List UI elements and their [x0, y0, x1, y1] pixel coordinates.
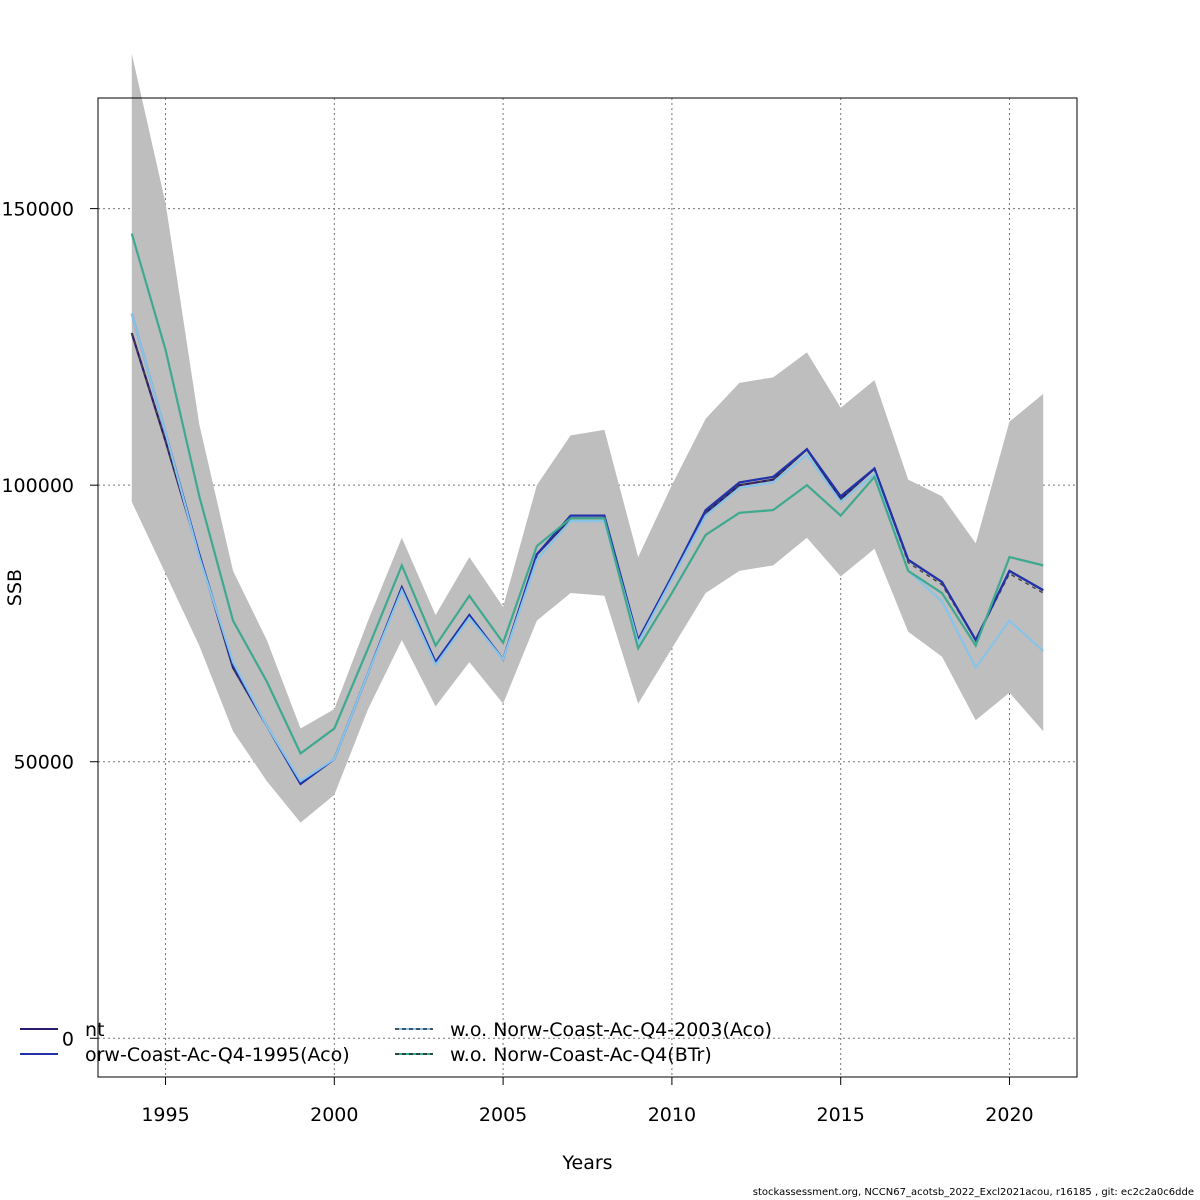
x-tick-label: 2005: [479, 1104, 527, 1126]
confidence-band: [131, 53, 1044, 823]
x-tick-label: 2020: [985, 1104, 1033, 1126]
y-axis-label: SSB: [4, 569, 26, 606]
x-axis-label: Years: [561, 1152, 612, 1174]
plot-frame: [97, 97, 1078, 1078]
legend-label: nt: [85, 1019, 105, 1041]
legend-label: orw-Coast-Ac-Q4-1995(Aco): [85, 1044, 350, 1066]
x-tick-label: 1995: [141, 1104, 189, 1126]
legend-label: w.o. Norw-Coast-Ac-Q4-2003(Aco): [450, 1019, 772, 1041]
legend-label: w.o. Norw-Coast-Ac-Q4(BTr): [450, 1044, 712, 1066]
y-tick-label: 0: [62, 1028, 74, 1050]
y-tick-label: 150000: [1, 199, 74, 221]
grid-lines: [98, 98, 1077, 1077]
x-tick-label: 2000: [310, 1104, 358, 1126]
y-axis-ticks: 0 50000 100000 150000: [1, 199, 98, 1050]
series-line-5: [130, 233, 1044, 756]
x-tick-label: 2015: [817, 1104, 865, 1126]
footer-credit: stockassessment.org, NCCN67_acotsb_2022_…: [752, 1187, 1194, 1198]
y-tick-label: 50000: [14, 752, 74, 774]
confidence-band-area: [131, 53, 1044, 823]
y-tick-label: 100000: [1, 475, 74, 497]
legend: nt orw-Coast-Ac-Q4-1995(Aco) w.o. Norw-Coa…: [20, 1019, 772, 1066]
x-axis-ticks: 1995 2000 2005 2010 2015 2020: [141, 1077, 1034, 1126]
x-tick-label: 2010: [648, 1104, 696, 1126]
series-lines: [130, 233, 1044, 786]
